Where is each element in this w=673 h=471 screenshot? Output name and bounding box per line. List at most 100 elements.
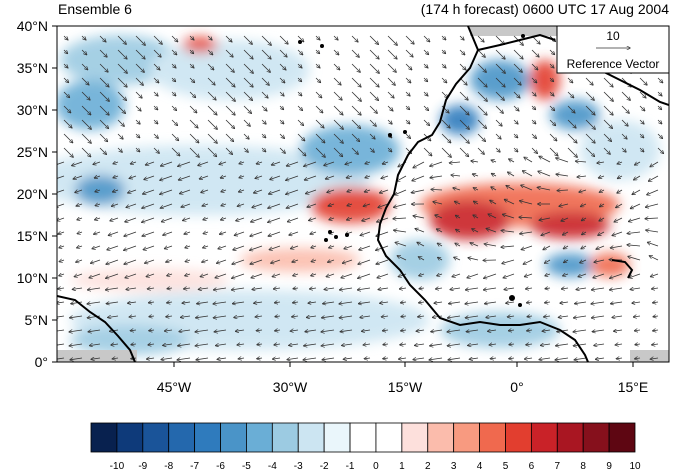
wind-vector [563,232,569,235]
wind-vector [635,344,641,345]
wind-vector [477,91,487,101]
colorbar-label: 2 [425,461,431,471]
wind-vector [162,217,173,222]
wind-vector [471,161,479,162]
wind-vector [183,218,191,221]
wind-vector [57,302,65,303]
wind-vector [256,162,263,164]
wind-vector [585,77,593,85]
wind-vector [610,288,623,290]
wind-vector [441,49,446,54]
wind-vector [369,119,376,126]
wind-vector [293,288,299,289]
wind-vector [315,63,320,68]
wind-vector [520,201,533,205]
wind-vector [363,344,371,345]
wind-vector [417,242,425,247]
wind-vector [108,316,119,318]
colorbar-label: 6 [529,461,535,471]
wind-vector [657,91,662,96]
wind-vector [69,330,83,332]
wind-vector [513,91,520,98]
wind-vector [524,157,533,163]
wind-vector [564,260,569,263]
wind-vector [214,330,227,332]
colorbar-swatch [297,422,325,453]
wind-vector [437,229,443,232]
wind-vector [639,77,647,85]
wind-vector [387,105,393,111]
wind-vector [291,246,299,249]
wind-vector [232,259,245,264]
wind-vector [189,63,194,68]
wind-vector [99,105,109,115]
wind-vector [279,91,284,96]
wind-vector [179,330,191,332]
wind-vector [130,330,137,331]
wind-vector [477,35,484,42]
latitude-label: 25°N [17,144,48,160]
wind-vector [523,171,533,177]
wind-vector [63,49,68,54]
wind-vector [203,246,209,248]
wind-vector [225,105,235,115]
wind-vector [580,260,587,263]
wind-vector [454,257,461,260]
wind-vector [592,316,605,318]
wind-vector [560,302,569,303]
wind-vector [108,231,119,235]
longitude-label: 15°W [388,379,423,395]
wind-vector [268,231,281,236]
wind-vector [166,260,173,262]
wind-vector [243,49,253,59]
wind-vector [189,133,199,143]
wind-vector [509,358,515,359]
wind-vector [495,147,500,152]
wind-vector [405,133,410,138]
wind-vector [502,259,515,264]
wind-vector [423,63,428,68]
wind-vector [573,330,587,332]
wind-vector [381,316,389,317]
colorbar-swatch [505,422,532,453]
wind-vector [397,256,407,261]
wind-vector [603,91,613,101]
wind-vector [470,243,479,247]
wind-vector [261,63,270,72]
colorbar-label: 8 [580,461,586,471]
wind-vector [89,273,101,278]
wind-vector [243,63,253,73]
wind-vector [297,63,302,68]
wind-vector [549,77,554,82]
wind-vector [73,175,83,179]
latitude-label: 30°N [17,102,48,118]
wind-vector [88,330,101,332]
wind-vector [347,204,353,206]
wind-vector [549,147,558,156]
wind-vector [657,133,662,138]
wind-vector [243,35,252,44]
wind-vector [90,344,101,346]
wind-vector [351,77,361,87]
wind-vector [225,119,234,128]
wind-vector [272,161,281,165]
wind-vector [63,147,73,157]
wind-vector [279,119,284,124]
wind-vector [419,257,425,261]
wind-vector [81,63,88,70]
wind-vector [411,189,425,193]
wind-vector [165,246,173,249]
wind-vector [576,161,587,162]
wind-vector [635,330,641,331]
wind-vector [539,156,551,163]
colorbar-swatch [142,422,170,453]
wind-vector [576,288,587,290]
wind-vector [189,49,194,54]
colorbar-label: 1 [399,461,405,471]
wind-vector [254,189,263,193]
wind-vector [315,119,324,128]
wind-vector [126,288,137,290]
longitude-label: 30°W [273,379,308,395]
wind-vector [315,147,325,157]
wind-vector [153,133,158,138]
